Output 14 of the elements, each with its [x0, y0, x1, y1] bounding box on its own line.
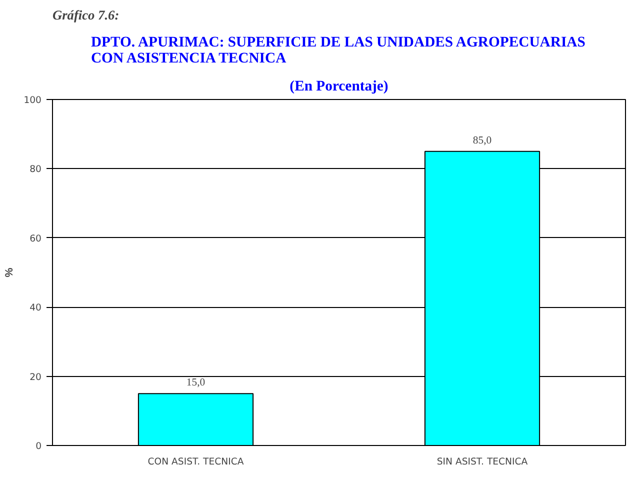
chart-subtitle: (En Porcentaje): [290, 78, 388, 94]
y-tick-label: 100: [24, 95, 42, 106]
data-label: 15,0: [186, 378, 206, 389]
y-tick-label: 40: [30, 302, 42, 314]
x-tick-label: SIN ASIST. TECNICA: [436, 456, 528, 468]
y-tick-label: 80: [30, 164, 42, 176]
y-tick-label: 0: [36, 441, 42, 452]
chart-title: DPTO. APURIMAC: SUPERFICIE DE LAS UNIDADES AGROPECUARIAS CON ASISTENCIA TECNICA: [90, 34, 586, 66]
text: Gráfico 7.6:: [52, 8, 120, 22]
y-tick-label: 60: [30, 233, 42, 244]
y-axis-title: %: [4, 267, 16, 278]
data-label: 85,0: [472, 135, 492, 146]
x-tick-label: CON ASIST. TECNICA: [148, 456, 244, 468]
y-tick-label: 20: [30, 372, 42, 383]
